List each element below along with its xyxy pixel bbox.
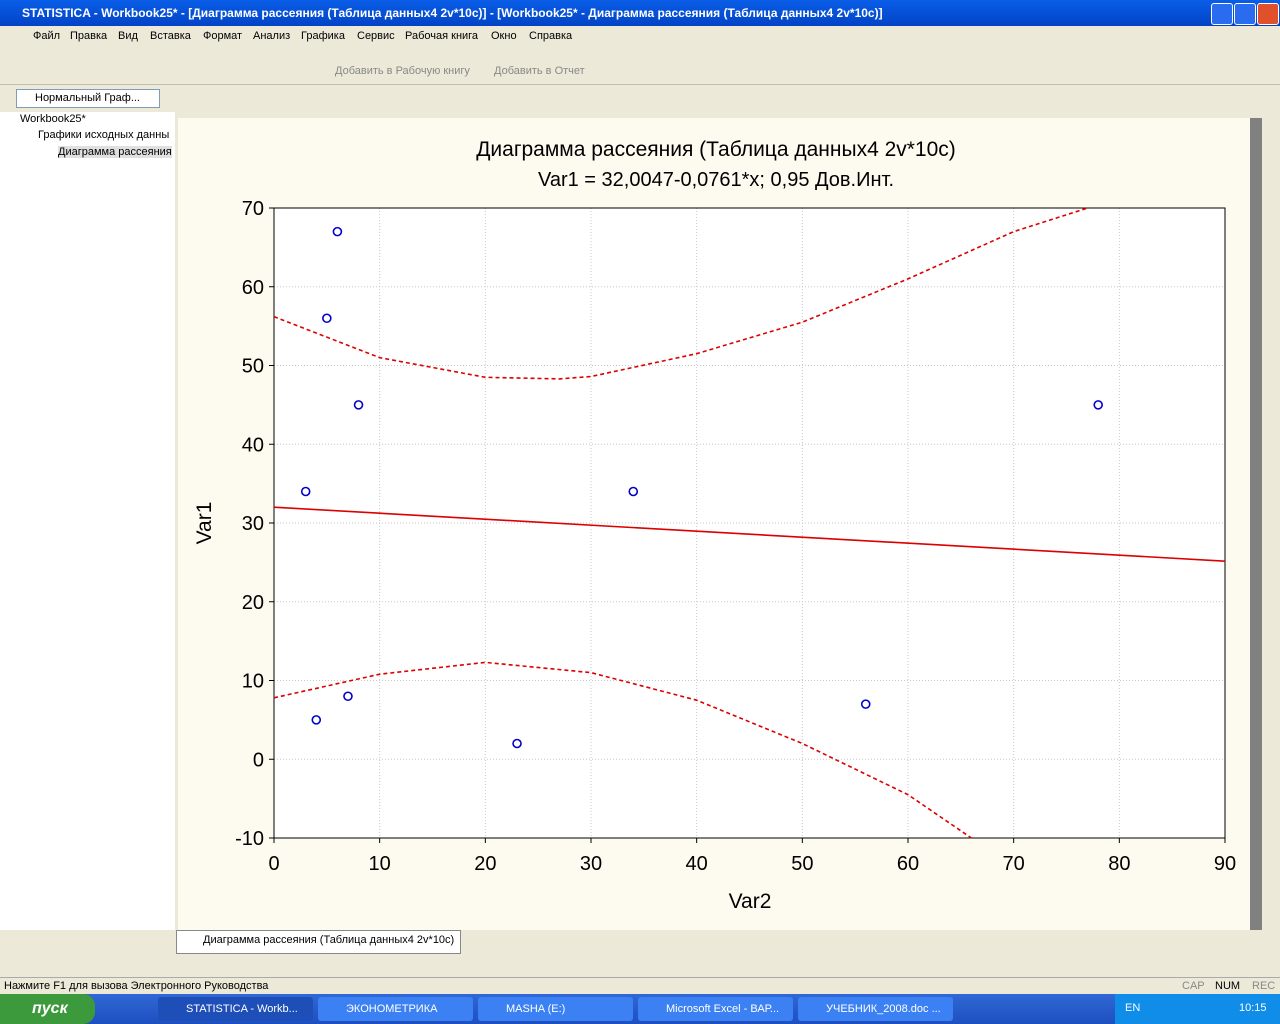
- tree-item[interactable]: Диаграмма рассеяния: [58, 146, 172, 158]
- menu-item[interactable]: Графика: [301, 30, 345, 42]
- x-tick-label: 0: [268, 853, 279, 875]
- status-rec: REC: [1252, 980, 1276, 992]
- status-cap: CAP: [1182, 980, 1205, 992]
- chart-window: Диаграмма рассеяния (Таблица данных4 2v*…: [178, 118, 1250, 930]
- x-tick-label: 70: [1003, 853, 1025, 875]
- y-axis-label: Var1: [193, 502, 216, 545]
- point: [628, 486, 639, 497]
- status-num: NUM: [1215, 980, 1241, 992]
- y-tick-label: -10: [235, 828, 264, 850]
- title-bar: STATISTICA - Workbook25* - [Диаграмма ра…: [0, 0, 1280, 26]
- x-tick-label: 30: [580, 853, 602, 875]
- x-tick-label: 50: [791, 853, 813, 875]
- x-tick-label: 60: [897, 853, 919, 875]
- y-tick-label: 60: [242, 277, 264, 299]
- menu-item[interactable]: Вид: [118, 30, 138, 42]
- point: [300, 486, 311, 497]
- plot-area: [274, 208, 1225, 838]
- tab-label: Диаграмма рассеяния (Таблица данных4 2v*…: [203, 934, 455, 946]
- y-tick-label: 70: [242, 198, 264, 220]
- menu-item[interactable]: Формат: [203, 30, 243, 42]
- tree-item[interactable]: Графики исходных данны: [38, 129, 170, 141]
- point: [332, 226, 343, 237]
- menu-item[interactable]: Справка: [529, 30, 573, 42]
- tray: EN 10:15: [1115, 994, 1280, 1024]
- y-tick-label: 0: [253, 749, 264, 771]
- point: [512, 738, 522, 749]
- y-tick-label: 10: [242, 671, 264, 693]
- x-tick-label: 20: [474, 853, 496, 875]
- tree-panel: Workbook25* Графики исходных данны Диагр…: [0, 112, 175, 932]
- lang: EN: [1125, 1002, 1141, 1014]
- chart-subtitle: Var1 = 32,0047-0,0761*x; 0,95 Дов.Инт.: [538, 169, 894, 191]
- point: [322, 313, 332, 324]
- point: [1093, 400, 1104, 410]
- status-hint: Нажмите F1 для вызова Электронного Руков…: [4, 980, 269, 992]
- start-button[interactable]: пуск: [0, 994, 95, 1024]
- chart: Диаграмма рассеяния (Таблица данных4 2v*…: [193, 138, 1236, 913]
- y-tick-label: 20: [242, 592, 264, 614]
- point: [311, 715, 322, 725]
- chart-title: Диаграмма рассеяния (Таблица данных4 2v*…: [476, 138, 956, 161]
- point: [860, 699, 871, 709]
- maximize[interactable]: [1234, 3, 1256, 25]
- task-button[interactable]: УЧЕБНИК_2008.doc ...: [798, 997, 953, 1021]
- tree-item[interactable]: Workbook25*: [20, 113, 86, 125]
- x-tick-label: 40: [686, 853, 708, 875]
- tab-bar: Диаграмма рассеяния (Таблица данных4 2v*…: [0, 930, 1280, 954]
- x-tick-label: 90: [1214, 853, 1236, 875]
- taskbar: пуск EN 10:15 STATISTICA - Workb... ЭКОНОМ…: [0, 994, 1280, 1024]
- window-title: STATISTICA - Workbook25* - [Диаграмма ра…: [22, 6, 883, 20]
- style-text: Нормальный Граф...: [35, 92, 140, 104]
- regression-line: [273, 506, 1226, 562]
- minimize[interactable]: [1211, 3, 1233, 25]
- x-tick-label: 80: [1108, 853, 1130, 875]
- confidence-band: [273, 207, 1088, 380]
- y-tick-label: 40: [242, 434, 264, 456]
- task-button[interactable]: STATISTICA - Workb...: [158, 997, 313, 1021]
- task-button[interactable]: Microsoft Excel - ВАР...: [638, 997, 793, 1021]
- y-tick-label: 50: [242, 356, 264, 378]
- toolbar: Добавить в Рабочую книгу Добавить в Отче…: [0, 58, 1280, 85]
- status-bar: Нажмите F1 для вызова Электронного Руков…: [0, 977, 1280, 995]
- style-combo[interactable]: Нормальный Граф...: [16, 89, 160, 108]
- menu-item[interactable]: Файл: [33, 30, 61, 42]
- point: [353, 400, 364, 410]
- y-tick-label: 30: [242, 513, 264, 535]
- task-button[interactable]: ЭКОНОМЕТРИКА: [318, 997, 473, 1021]
- scroll-strip: [1250, 118, 1262, 930]
- menu-item[interactable]: Сервис: [357, 30, 395, 42]
- menu-item[interactable]: Рабочая книга: [405, 30, 479, 42]
- menu-item[interactable]: Окно: [491, 30, 517, 42]
- plot-frame: [273, 207, 1226, 839]
- toolbar-2: Нормальный Граф...: [0, 86, 1280, 110]
- add-report[interactable]: Добавить в Отчет: [494, 65, 585, 77]
- point: [343, 691, 353, 702]
- tab[interactable]: Диаграмма рассеяния (Таблица данных4 2v*…: [176, 930, 462, 954]
- x-axis-label: Var2: [729, 890, 772, 913]
- menu-item[interactable]: Вставка: [150, 30, 191, 42]
- menu-item[interactable]: Анализ: [253, 30, 291, 42]
- x-tick-label: 10: [369, 853, 391, 875]
- task-button[interactable]: MASHA (E:): [478, 997, 633, 1021]
- menu-item[interactable]: Правка: [70, 30, 108, 42]
- close[interactable]: [1257, 3, 1279, 25]
- add-workbook[interactable]: Добавить в Рабочую книгу: [335, 65, 470, 77]
- clock: 10:15: [1239, 1002, 1267, 1014]
